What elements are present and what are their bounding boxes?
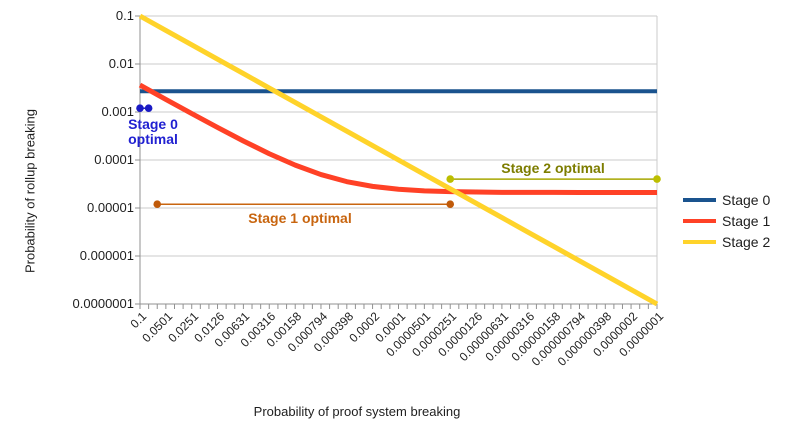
legend-label: Stage 1 bbox=[722, 212, 771, 229]
legend-item-stage-1: Stage 1 bbox=[683, 210, 770, 231]
legend-swatch-stage-2 bbox=[683, 239, 716, 244]
annotation-dot bbox=[446, 175, 455, 183]
legend-swatch-stage-0 bbox=[683, 197, 716, 202]
legend-label: Stage 0 bbox=[722, 191, 771, 208]
y-tick-label: 0.001 bbox=[101, 104, 134, 119]
series-line-stage-1 bbox=[138, 82, 657, 196]
legend: Stage 0 Stage 1 Stage 2 bbox=[683, 189, 770, 252]
x-axis-title: Probability of proof system breaking bbox=[253, 404, 461, 419]
annotation-stage-1-optimal: Stage 1 optimal bbox=[248, 210, 352, 226]
legend-item-stage-0: Stage 0 bbox=[683, 189, 770, 210]
annotation-dot bbox=[153, 200, 162, 208]
annotation-dot bbox=[653, 175, 661, 183]
series-line-stage-2 bbox=[138, 13, 659, 307]
legend-label: Stage 2 bbox=[722, 233, 771, 250]
y-axis-title: Probability of rollup breaking bbox=[22, 108, 38, 274]
y-tick-label: 0.0001 bbox=[94, 152, 134, 167]
annotation-dot bbox=[136, 104, 144, 112]
annotation-dot bbox=[446, 200, 455, 208]
annotation-dot bbox=[144, 104, 153, 112]
y-tick-label: 0.00001 bbox=[87, 200, 134, 215]
annotation-stage-0-optimal: Stage 0 optimal bbox=[128, 116, 178, 147]
legend-swatch-stage-1 bbox=[683, 218, 716, 223]
y-tick-label: 0.0000001 bbox=[72, 296, 134, 311]
legend-item-stage-2: Stage 2 bbox=[683, 231, 770, 252]
y-tick-label: 0.01 bbox=[108, 56, 134, 71]
y-tick-label: 0.1 bbox=[115, 8, 134, 23]
y-tick-label: 0.000001 bbox=[79, 248, 134, 263]
annotation-stage-2-optimal: Stage 2 optimal bbox=[501, 160, 605, 176]
